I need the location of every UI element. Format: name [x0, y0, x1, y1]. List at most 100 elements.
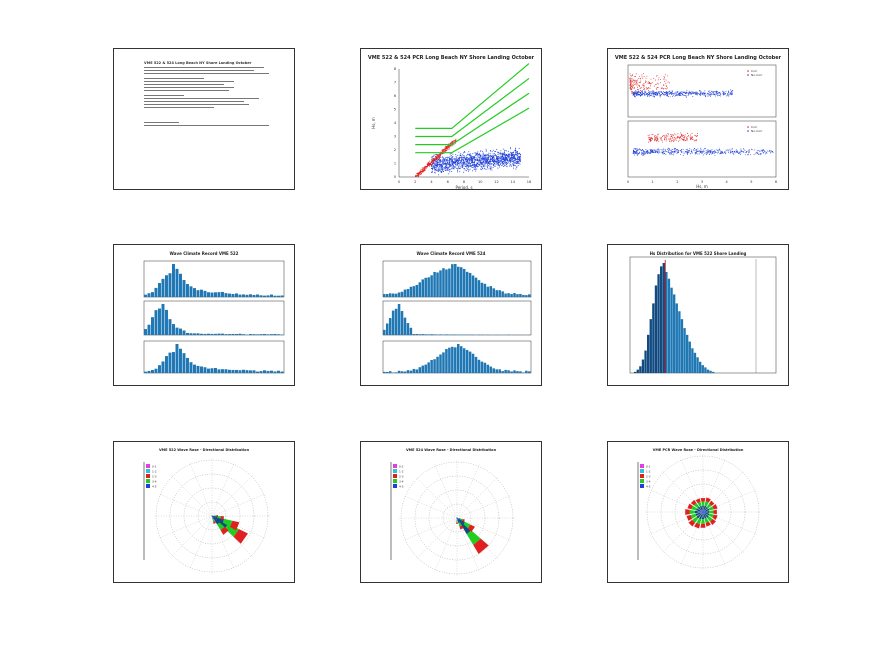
stacked-point-blue: [705, 153, 707, 155]
stacked-point-red: [654, 136, 655, 138]
hist-bar: [400, 371, 404, 373]
rose-petal: [695, 498, 701, 504]
stacked-point-red: [633, 76, 635, 78]
stacked-point-blue: [741, 151, 743, 153]
hist-bar: [235, 293, 238, 297]
scatter-point-red: [432, 160, 434, 162]
hist-bar: [165, 275, 168, 297]
scatter-point-blue: [494, 159, 496, 161]
stacked-point-blue: [692, 91, 694, 93]
scatter-point-blue: [452, 155, 454, 157]
stacked-point-red: [671, 135, 673, 137]
scatter-point-blue: [515, 157, 517, 159]
subplot-frame: [627, 64, 777, 118]
scatter-point-red: [453, 141, 455, 143]
hist-bar: [522, 372, 525, 373]
scatter-point-red: [432, 161, 434, 163]
rose-spoke: [434, 517, 458, 572]
scatter-point-blue: [518, 153, 520, 155]
stacked-point-blue: [676, 93, 678, 95]
stacked-point-blue: [691, 152, 693, 154]
hs-bar: [680, 319, 684, 373]
threshold-line-green: [415, 107, 530, 154]
stacked-point-red: [639, 82, 641, 84]
hist-bar: [151, 317, 154, 335]
scatter-point-blue: [462, 161, 464, 163]
hist-bar: [388, 318, 392, 335]
scatter-point-blue: [465, 166, 467, 168]
hs-bar: [644, 350, 647, 373]
scatter-point-blue: [489, 167, 491, 169]
scatter-point-blue: [431, 167, 433, 169]
hist-bar: [179, 328, 182, 335]
stacked-point-blue: [694, 91, 696, 93]
scatter-point-red: [438, 154, 440, 156]
scatter-point-blue: [489, 164, 491, 166]
rose-petal: [701, 512, 703, 515]
stacked-point-blue: [682, 151, 684, 153]
rose-petal: [473, 538, 489, 555]
scatter-point-blue: [464, 151, 466, 153]
scatter-point-blue: [466, 158, 468, 160]
panel-histogram-522: Wave Climate Record VME 522: [113, 244, 295, 386]
stacked-point-red: [697, 135, 699, 137]
stacked-point-red: [677, 136, 679, 138]
rose-legend-label: 2-3: [152, 475, 157, 479]
x-tick-label: 12: [494, 180, 498, 184]
stacked-point-blue: [727, 93, 729, 95]
stacked-point-blue: [699, 94, 701, 96]
hist-bar: [252, 370, 256, 373]
scatter-point-blue: [468, 165, 470, 167]
stacked-point-red: [649, 88, 651, 89]
rose-legend-swatch: [640, 484, 644, 488]
stacked-point-blue: [711, 151, 713, 153]
hist-bar: [179, 348, 182, 373]
scatter-point-red: [445, 147, 447, 149]
stacked-point-red: [682, 137, 684, 139]
hist-bar: [507, 370, 510, 373]
stacked-point-red: [655, 87, 657, 89]
stacked-point-blue: [702, 154, 704, 156]
scatter-point-blue: [482, 164, 484, 166]
hist-bar: [147, 293, 151, 297]
stacked-point-red: [629, 77, 631, 79]
stacked-point-blue: [760, 152, 761, 154]
stacked-point-blue: [688, 149, 689, 151]
hist-bar: [235, 369, 238, 373]
stacked-point-blue: [700, 149, 702, 151]
scatter-point-blue: [470, 166, 472, 168]
scatter-point-red: [448, 146, 450, 148]
stacked-point-red: [651, 138, 653, 140]
rose-spoke: [158, 515, 213, 539]
hist-bar: [412, 334, 416, 335]
scatter-point-blue: [478, 156, 480, 158]
stacked-point-red: [657, 139, 658, 141]
scatter-point-red: [437, 158, 439, 160]
rose-petal: [694, 510, 701, 514]
stacked-point-blue: [651, 91, 653, 93]
stacked-point-red: [654, 140, 656, 142]
stacked-point-red: [665, 79, 667, 81]
scatter-point-red: [447, 147, 449, 149]
stacked-point-blue: [727, 94, 729, 96]
scatter-point-blue: [472, 162, 474, 164]
scatter-point-blue: [519, 160, 521, 162]
stacked-point-blue: [751, 149, 753, 151]
stacked-point-red: [636, 83, 638, 85]
scatter-point-red: [441, 150, 443, 152]
stacked-point-blue: [672, 95, 674, 96]
hist-bar: [448, 268, 451, 297]
stacked-point-red: [639, 85, 640, 87]
stacked-point-blue: [714, 150, 715, 152]
scatter-point-blue: [472, 156, 474, 158]
stacked-point-blue: [652, 90, 654, 92]
stacked-point-blue: [685, 91, 687, 93]
hist-bar: [406, 323, 410, 335]
stacked-point-blue: [642, 149, 643, 151]
scatter-point-blue: [454, 162, 456, 164]
stacked-point-red: [669, 140, 671, 142]
scatter-point-blue: [483, 154, 485, 156]
rose-petal: [701, 519, 705, 524]
stacked-point-red: [655, 135, 656, 137]
rose-petal: [696, 518, 702, 525]
